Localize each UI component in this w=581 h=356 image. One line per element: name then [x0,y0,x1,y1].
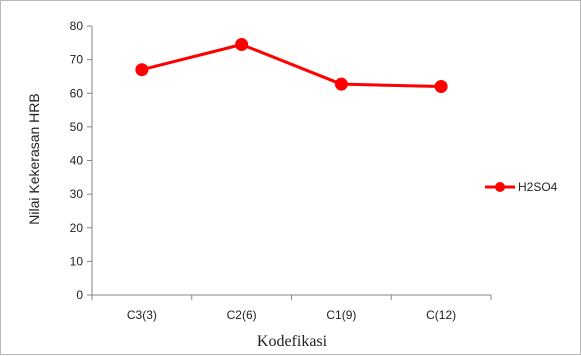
y-tick-label: 50 [70,120,84,134]
y-tick-label: 70 [70,53,84,67]
x-tick-label: C1(9) [326,308,356,322]
y-tick-label: 40 [70,154,84,168]
y-axis-label: Nilai Kekerasan HRB [26,93,42,225]
x-tick-label: C(12) [426,308,456,322]
legend-label: H2SO4 [518,180,558,194]
y-tick-label: 60 [70,86,84,100]
series-layer [135,37,448,94]
y-tick-label: 10 [70,254,84,268]
legend: H2SO4 [485,180,558,194]
data-point [135,63,149,77]
x-tick-label: C3(3) [127,308,157,322]
y-tick-label: 30 [70,187,84,201]
series-line [141,42,442,89]
x-axis-label: Kodefikasi [257,333,328,350]
legend-marker [495,182,505,192]
y-tick-label: 80 [70,19,84,33]
y-tick-label: 0 [76,288,83,302]
data-point [334,77,348,91]
y-axis-ticks: 0 10 20 30 40 50 60 70 80 [70,19,92,302]
y-tick-label: 20 [70,221,84,235]
x-axis-ticks: C3(3) C2(6) C1(9) C(12) [91,295,492,322]
data-point [235,37,249,51]
data-point [434,80,448,94]
x-tick-label: C2(6) [227,308,257,322]
